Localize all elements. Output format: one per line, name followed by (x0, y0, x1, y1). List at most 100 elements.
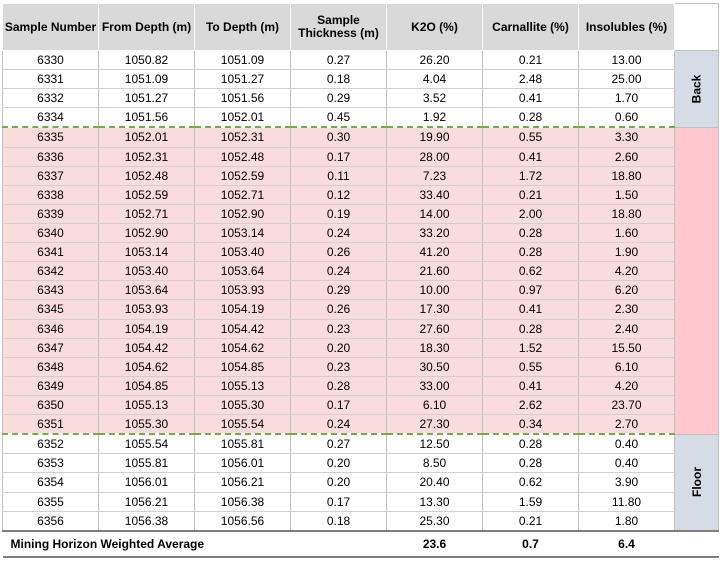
cell-sample-thickness: 0.28 (290, 376, 387, 396)
cell-to-depth: 1052.31 (194, 126, 291, 148)
cell-sample-number: 6350 (2, 395, 99, 416)
cell-from-depth: 1055.30 (98, 414, 195, 436)
cell-sample-thickness: 0.27 (290, 50, 387, 71)
cell-carnallite: 2.00 (482, 204, 579, 224)
cell-k2o: 30.50 (386, 357, 483, 377)
cell-carnallite: 0.41 (482, 147, 579, 167)
cell-k2o: 7.23 (386, 166, 483, 186)
cell-insolubles: 15.50 (578, 338, 675, 358)
cell-sample-thickness: 0.23 (290, 319, 387, 339)
cell-sample-number: 6354 (2, 472, 99, 493)
cell-to-depth: 1052.59 (194, 166, 291, 186)
cell-sample-thickness: 0.23 (290, 357, 387, 377)
cell-insolubles: 1.60 (578, 223, 675, 244)
cell-sample-number: 6356 (2, 511, 99, 532)
table-row: 6332 1051.27 1051.56 0.29 3.52 0.41 1.70 (2, 88, 719, 109)
cell-sample-number: 6340 (2, 223, 99, 244)
table-row: 6336 1052.31 1052.48 0.17 28.00 0.41 2.60 (2, 147, 719, 167)
cell-to-depth: 1055.30 (194, 395, 291, 416)
cell-k2o: 33.20 (386, 223, 483, 244)
cell-carnallite: 0.41 (482, 88, 579, 109)
cell-insolubles: 18.80 (578, 166, 675, 186)
header-from-depth: From Depth (m) (98, 3, 195, 51)
cell-k2o: 20.40 (386, 472, 483, 493)
cell-insolubles: 2.40 (578, 319, 675, 339)
cell-to-depth: 1056.38 (194, 492, 291, 512)
cell-to-depth: 1052.48 (194, 147, 291, 167)
cell-sample-thickness: 0.29 (290, 280, 387, 301)
table-row: 6342 1053.40 1053.64 0.24 21.60 0.62 4.20 (2, 261, 719, 282)
cell-insolubles: 11.80 (578, 492, 675, 512)
cell-to-depth: 1054.42 (194, 319, 291, 339)
cell-sample-number: 6347 (2, 338, 99, 358)
table-row: 6350 1055.13 1055.30 0.17 6.10 2.62 23.70 (2, 395, 719, 416)
cell-sample-thickness: 0.20 (290, 338, 387, 358)
cell-from-depth: 1053.64 (98, 280, 195, 301)
cell-k2o: 17.30 (386, 299, 483, 320)
cell-sample-number: 6337 (2, 166, 99, 186)
cell-carnallite: 2.48 (482, 69, 579, 90)
cell-sample-thickness: 0.12 (290, 185, 387, 205)
cell-from-depth: 1051.56 (98, 107, 195, 128)
cell-insolubles: 1.70 (578, 88, 675, 109)
table-row: 6331 1051.09 1051.27 0.18 4.04 2.48 25.00 (2, 69, 719, 90)
table-row: 6349 1054.85 1055.13 0.28 33.00 0.41 4.20 (2, 376, 719, 396)
cell-k2o: 18.30 (386, 338, 483, 358)
cell-k2o: 28.00 (386, 147, 483, 167)
cell-sample-thickness: 0.30 (290, 126, 387, 148)
table-row: 6334 1051.56 1052.01 0.45 1.92 0.28 0.60 (2, 107, 719, 128)
cell-sample-thickness: 0.17 (290, 147, 387, 167)
cell-sample-number: 6349 (2, 376, 99, 396)
weighted-average-label: Mining Horizon Weighted Average (2, 530, 387, 558)
cell-carnallite: 0.62 (482, 472, 579, 493)
cell-sample-number: 6355 (2, 492, 99, 512)
table-body: 6330 1050.82 1051.09 0.27 26.20 0.21 13.00 Back… (2, 50, 719, 532)
cell-k2o: 12.50 (386, 434, 483, 455)
cell-from-depth: 1053.40 (98, 261, 195, 282)
table-row: 6352 1055.54 1055.81 0.27 12.50 0.28 0.40 Floor (2, 433, 719, 532)
table-row: 6354 1056.01 1056.21 0.20 20.40 0.62 3.90 (2, 472, 719, 493)
cell-carnallite: 0.28 (482, 107, 579, 128)
cell-insolubles: 1.90 (578, 242, 675, 263)
cell-k2o: 25.30 (386, 511, 483, 532)
table-row: 6355 1056.21 1056.38 0.17 13.30 1.59 11.80 (2, 492, 719, 512)
cell-insolubles: 0.40 (578, 434, 675, 455)
cell-carnallite: 0.28 (482, 223, 579, 244)
cell-k2o: 4.04 (386, 69, 483, 90)
cell-from-depth: 1054.19 (98, 319, 195, 339)
cell-k2o: 26.20 (386, 50, 483, 71)
cell-to-depth: 1051.56 (194, 88, 291, 109)
cell-carnallite: 0.28 (482, 453, 579, 474)
cell-sample-number: 6353 (2, 453, 99, 474)
cell-sample-number: 6352 (2, 434, 99, 455)
table-row: 6330 1050.82 1051.09 0.27 26.20 0.21 13.00 Back (2, 50, 719, 128)
header-row: Sample Number From Depth (m) To Depth (m… (2, 3, 719, 51)
zone-label-back: Back (674, 50, 719, 128)
cell-insolubles: 4.20 (578, 376, 675, 396)
table-row: 6345 1053.93 1054.19 0.26 17.30 0.41 2.30 (2, 299, 719, 320)
cell-from-depth: 1050.82 (98, 50, 195, 71)
header-sample-number: Sample Number (2, 3, 99, 51)
header-sample-thickness: Sample Thickness (m) (290, 3, 387, 51)
assay-table: Sample Number From Depth (m) To Depth (m… (2, 3, 719, 558)
cell-from-depth: 1051.09 (98, 69, 195, 90)
cell-carnallite: 0.41 (482, 376, 579, 396)
table-row: 6353 1055.81 1056.01 0.20 8.50 0.28 0.40 (2, 453, 719, 474)
cell-carnallite: 0.21 (482, 50, 579, 71)
cell-to-depth: 1051.09 (194, 50, 291, 71)
cell-k2o: 13.30 (386, 492, 483, 512)
cell-sample-thickness: 0.19 (290, 204, 387, 224)
cell-from-depth: 1054.85 (98, 376, 195, 396)
weighted-average-row: Mining Horizon Weighted Average 23.6 0.7… (2, 530, 719, 558)
cell-insolubles: 13.00 (578, 50, 675, 71)
cell-to-depth: 1052.71 (194, 185, 291, 205)
cell-carnallite: 0.97 (482, 280, 579, 301)
cell-insolubles: 6.10 (578, 357, 675, 377)
header-insolubles: Insolubles (%) (578, 3, 675, 51)
cell-carnallite: 0.28 (482, 319, 579, 339)
cell-to-depth: 1054.19 (194, 299, 291, 320)
cell-carnallite: 0.41 (482, 299, 579, 320)
cell-k2o: 33.40 (386, 185, 483, 205)
cell-carnallite: 0.62 (482, 261, 579, 282)
cell-from-depth: 1056.01 (98, 472, 195, 493)
